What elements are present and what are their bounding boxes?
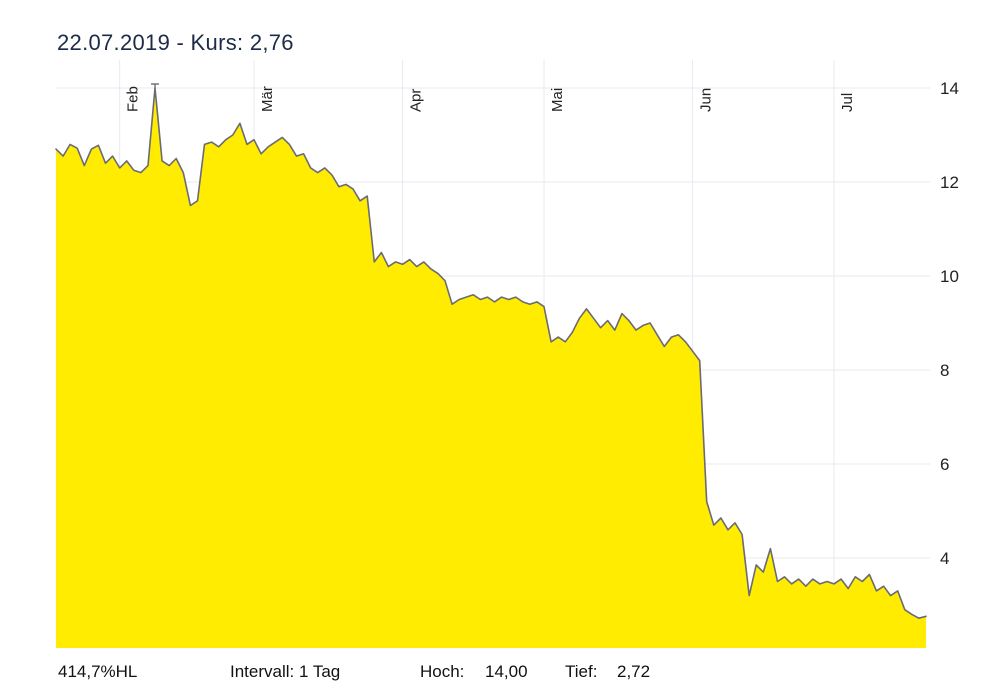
x-axis-tick-label: Mai bbox=[549, 88, 566, 112]
x-axis-tick-label: Mär bbox=[259, 86, 276, 112]
y-axis-tick-label: 12 bbox=[940, 173, 959, 192]
low-value: 2,72 bbox=[617, 662, 651, 681]
y-axis-tick-label: 14 bbox=[940, 79, 959, 98]
price-line bbox=[55, 87, 927, 620]
chart-title: 22.07.2019 - Kurs: 2,76 bbox=[57, 30, 294, 55]
x-axis-tick-label: Apr bbox=[408, 89, 425, 112]
x-axis-tick-label: Jun bbox=[698, 88, 715, 112]
area-series-fill bbox=[56, 88, 926, 648]
y-axis-tick-label: 8 bbox=[940, 361, 949, 380]
x-axis-tick-label: Jul bbox=[839, 93, 856, 112]
low-label: Tief: bbox=[565, 662, 598, 681]
change-percent: 414,7%HL bbox=[58, 662, 138, 681]
y-axis-tick-label: 10 bbox=[940, 267, 959, 286]
high-label: Hoch: bbox=[420, 662, 465, 681]
x-axis-tick-label: Feb bbox=[125, 86, 142, 112]
y-axis-tick-label: 6 bbox=[940, 455, 949, 474]
chart-footer: 414,7%HL Intervall: 1 Tag Hoch: 14,00 Ti… bbox=[0, 662, 999, 688]
high-value: 14,00 bbox=[485, 662, 528, 681]
y-axis-tick-label: 4 bbox=[940, 549, 949, 568]
interval-label: Intervall: 1 Tag bbox=[230, 662, 341, 681]
